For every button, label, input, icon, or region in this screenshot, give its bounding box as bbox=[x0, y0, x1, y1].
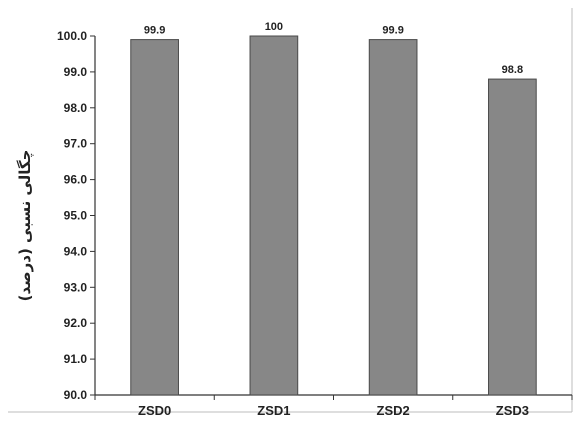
y-tick-label: 93.0 bbox=[64, 280, 88, 294]
y-axis-title: چگالی نسبی (درصد) bbox=[16, 150, 35, 302]
bar-zsd1 bbox=[249, 35, 299, 396]
data-label: 100 bbox=[265, 21, 283, 33]
y-tick-label: 92.0 bbox=[64, 316, 88, 330]
bar-zsd2 bbox=[368, 39, 418, 396]
x-category-label: ZSD1 bbox=[257, 403, 290, 418]
y-tick-label: 94.0 bbox=[64, 244, 88, 258]
y-tick-label: 91.0 bbox=[64, 352, 88, 366]
y-tick-label: 90.0 bbox=[64, 388, 88, 402]
y-tick-label: 98.0 bbox=[64, 101, 88, 115]
bars bbox=[130, 35, 537, 396]
y-tick-label: 97.0 bbox=[64, 137, 88, 151]
y-tick-label: 99.0 bbox=[64, 65, 88, 79]
labels: 99.9 ZSD0 100 ZSD1 99.9 ZSD2 98.8 ZSD3 bbox=[138, 21, 529, 418]
chart-frame bbox=[8, 8, 573, 413]
x-category-label: ZSD0 bbox=[138, 403, 171, 418]
y-tick-label: 100.0 bbox=[57, 29, 87, 43]
data-label: 99.9 bbox=[382, 25, 403, 37]
bar-zsd3 bbox=[488, 78, 537, 396]
bar-zsd0 bbox=[130, 39, 179, 396]
axes: 90.0 91.0 92.0 93.0 94.0 95.0 96.0 97.0 98.0 99.0… bbox=[57, 29, 573, 402]
y-tick-label: 95.0 bbox=[64, 209, 88, 223]
data-label: 98.8 bbox=[502, 64, 523, 76]
y-tick-label: 96.0 bbox=[64, 173, 88, 187]
x-category-label: ZSD2 bbox=[377, 403, 410, 418]
x-category-label: ZSD3 bbox=[496, 403, 529, 418]
data-label: 99.9 bbox=[144, 25, 165, 37]
